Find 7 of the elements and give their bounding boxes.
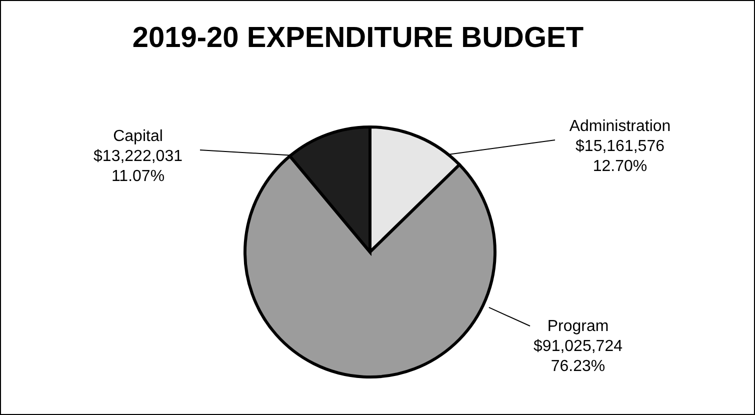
slice-label: Program [547, 318, 609, 335]
data-label: $15,161,576 12.70% [576, 138, 665, 175]
data-label: $13,222,031 11.07% [94, 148, 183, 185]
chart-title: 2019-20 EXPENDITURE BUDGET [132, 22, 584, 54]
slice-label: Capital [113, 128, 163, 145]
slice-label: Administration [569, 118, 671, 135]
data-label: $91,025,724 76.23% [534, 338, 623, 375]
